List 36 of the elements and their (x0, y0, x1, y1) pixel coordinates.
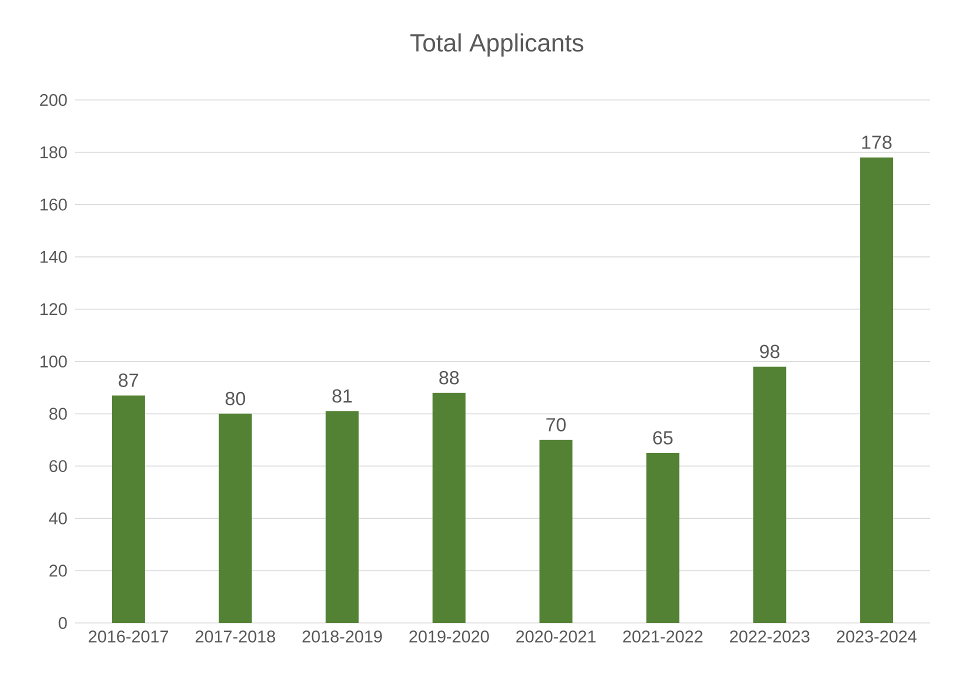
y-tick-label: 0 (58, 616, 67, 629)
data-label: 65 (653, 431, 673, 444)
x-tick-label: 2019-2020 (409, 630, 489, 643)
bar (860, 158, 894, 623)
y-tick-label: 160 (40, 198, 67, 211)
data-label: 98 (760, 344, 780, 358)
bar (646, 453, 680, 623)
y-tick-label: 80 (49, 408, 67, 420)
x-tick-label: 2021-2022 (623, 630, 702, 643)
x-tick-label: 2016-2017 (88, 630, 168, 643)
y-tick-label: 40 (49, 512, 67, 524)
x-tick-label: 2017-2018 (196, 630, 276, 643)
x-tick-label: 2023-2024 (836, 630, 917, 643)
y-tick-label: 140 (40, 250, 67, 263)
x-tick-label: 2022-2023 (730, 630, 810, 643)
y-tick-label: 100 (40, 355, 67, 368)
data-label: 88 (439, 370, 459, 384)
data-label: 70 (546, 418, 566, 432)
bar (753, 366, 786, 623)
y-tick-label: 120 (40, 303, 67, 316)
bar (539, 440, 572, 623)
data-label: 81 (332, 389, 352, 403)
chart-title: Total Applicants (410, 33, 584, 57)
y-tick-label: 60 (50, 460, 67, 472)
y-tick-label: 180 (40, 146, 67, 158)
data-label: 80 (226, 392, 246, 406)
y-tick-label: 20 (50, 564, 67, 577)
x-tick-label: 2018-2019 (302, 630, 382, 643)
data-label: 87 (118, 374, 138, 387)
bar (326, 411, 359, 623)
bar (112, 395, 145, 623)
bar (218, 414, 252, 623)
y-tick-label: 200 (40, 94, 67, 106)
data-label: 178 (862, 136, 892, 149)
bar (432, 392, 466, 623)
x-tick-label: 2020-2021 (516, 630, 596, 643)
